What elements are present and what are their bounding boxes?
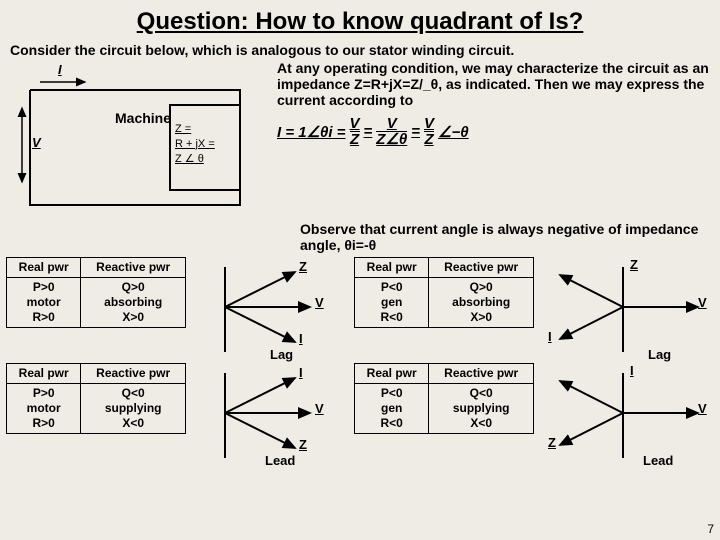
q2-reac: Q<0 supplying X<0: [81, 384, 186, 434]
q1-hdr-real: Real pwr: [7, 258, 81, 278]
eq-f3d: Z: [424, 131, 434, 147]
q4-V: V: [698, 401, 707, 416]
q2-phasor: I V Z Lead: [195, 363, 345, 463]
machine-label: Machine: [115, 110, 171, 126]
eq-f3n: V: [424, 116, 434, 131]
page-title: Question: How to know quadrant of Is?: [0, 0, 720, 40]
q4-reac: Q<0 supplying X<0: [429, 384, 534, 434]
I-label: I: [58, 62, 62, 77]
q4-hdr-reac: Reactive pwr: [429, 364, 534, 384]
eq-eq2: =: [411, 123, 420, 140]
current-equation: I = 1∠θi = V Z = V Z∠θ = V Z ∠−θ: [277, 116, 710, 147]
q3-lag: Lag: [648, 347, 671, 362]
upper-area: I V Machine Z = R + jX = Z ∠ θ At any op…: [0, 60, 720, 219]
q1-table: Real pwr Reactive pwr P>0 motor R>0 Q>0 …: [6, 257, 186, 328]
q2-I: I: [299, 365, 303, 380]
eq-eq1: =: [364, 123, 373, 140]
q1-lag: Lag: [270, 347, 293, 362]
q1-real: P>0 motor R>0: [7, 278, 81, 328]
q4-Z: Z: [548, 435, 556, 450]
q1-I: I: [299, 331, 303, 346]
circuit-diagram: I V Machine Z = R + jX = Z ∠ θ: [10, 60, 245, 215]
q1-reac: Q>0 absorbing X>0: [81, 278, 186, 328]
q4-real: P<0 gen R<0: [355, 384, 429, 434]
q2-lead: Lead: [265, 453, 295, 468]
q1-V: V: [315, 295, 324, 310]
q2-table: Real pwr Reactive pwr P>0 motor R>0 Q<0 …: [6, 363, 186, 434]
q3-I: I: [548, 329, 552, 344]
q2-hdr-reac: Reactive pwr: [81, 364, 186, 384]
q2-hdr-real: Real pwr: [7, 364, 81, 384]
page-number: 7: [707, 522, 714, 536]
q3-Z: Z: [630, 257, 638, 272]
eq-lhs: I = 1∠θi =: [277, 123, 346, 141]
eq-tail: ∠−θ: [438, 123, 469, 141]
q4-table-cell: Real pwr Reactive pwr P<0 gen R<0 Q<0 su…: [354, 363, 544, 463]
q4-phasor: I V Z Lead: [548, 363, 698, 463]
z-eq-3: Z ∠ θ: [175, 152, 215, 167]
q2-real: P>0 motor R>0: [7, 384, 81, 434]
q3-reac: Q>0 absorbing X>0: [429, 278, 534, 328]
z-eq-2: R + jX =: [175, 137, 215, 152]
q2-table-cell: Real pwr Reactive pwr P>0 motor R>0 Q<0 …: [6, 363, 191, 463]
q4-lead: Lead: [643, 453, 673, 468]
q3-V: V: [698, 295, 707, 310]
q1-Z: Z: [299, 259, 307, 274]
rhs-column: At any operating condition, we may chara…: [245, 60, 710, 215]
q3-table-cell: Real pwr Reactive pwr P<0 gen R<0 Q>0 ab…: [354, 257, 544, 357]
q3-phasor: Z V I Lag: [548, 257, 698, 357]
quadrant-grid: Real pwr Reactive pwr P>0 motor R>0 Q>0 …: [0, 257, 720, 463]
q4-table: Real pwr Reactive pwr P<0 gen R<0 Q<0 su…: [354, 363, 534, 434]
intro-text: Consider the circuit below, which is ana…: [0, 40, 720, 60]
eq-f2d: Z∠θ: [376, 131, 407, 147]
q4-I: I: [630, 363, 634, 378]
eq-f1n: V: [350, 116, 360, 131]
q1-hdr-reac: Reactive pwr: [81, 258, 186, 278]
q4-hdr-real: Real pwr: [355, 364, 429, 384]
observe-text: Observe that current angle is always neg…: [0, 219, 720, 257]
z-eq-1: Z =: [175, 122, 215, 137]
eq-f2n: V: [387, 116, 397, 131]
q1-table-cell: Real pwr Reactive pwr P>0 motor R>0 Q>0 …: [6, 257, 191, 357]
q2-Z: Z: [299, 437, 307, 452]
q1-phasor: Z V I Lag: [195, 257, 345, 357]
rhs-text: At any operating condition, we may chara…: [277, 60, 710, 108]
q3-table: Real pwr Reactive pwr P<0 gen R<0 Q>0 ab…: [354, 257, 534, 328]
V-label: V: [32, 135, 41, 150]
z-equation-box: Z = R + jX = Z ∠ θ: [175, 122, 215, 167]
eq-f1d: Z: [350, 131, 360, 147]
q3-hdr-real: Real pwr: [355, 258, 429, 278]
q2-V: V: [315, 401, 324, 416]
q3-hdr-reac: Reactive pwr: [429, 258, 534, 278]
q3-real: P<0 gen R<0: [355, 278, 429, 328]
